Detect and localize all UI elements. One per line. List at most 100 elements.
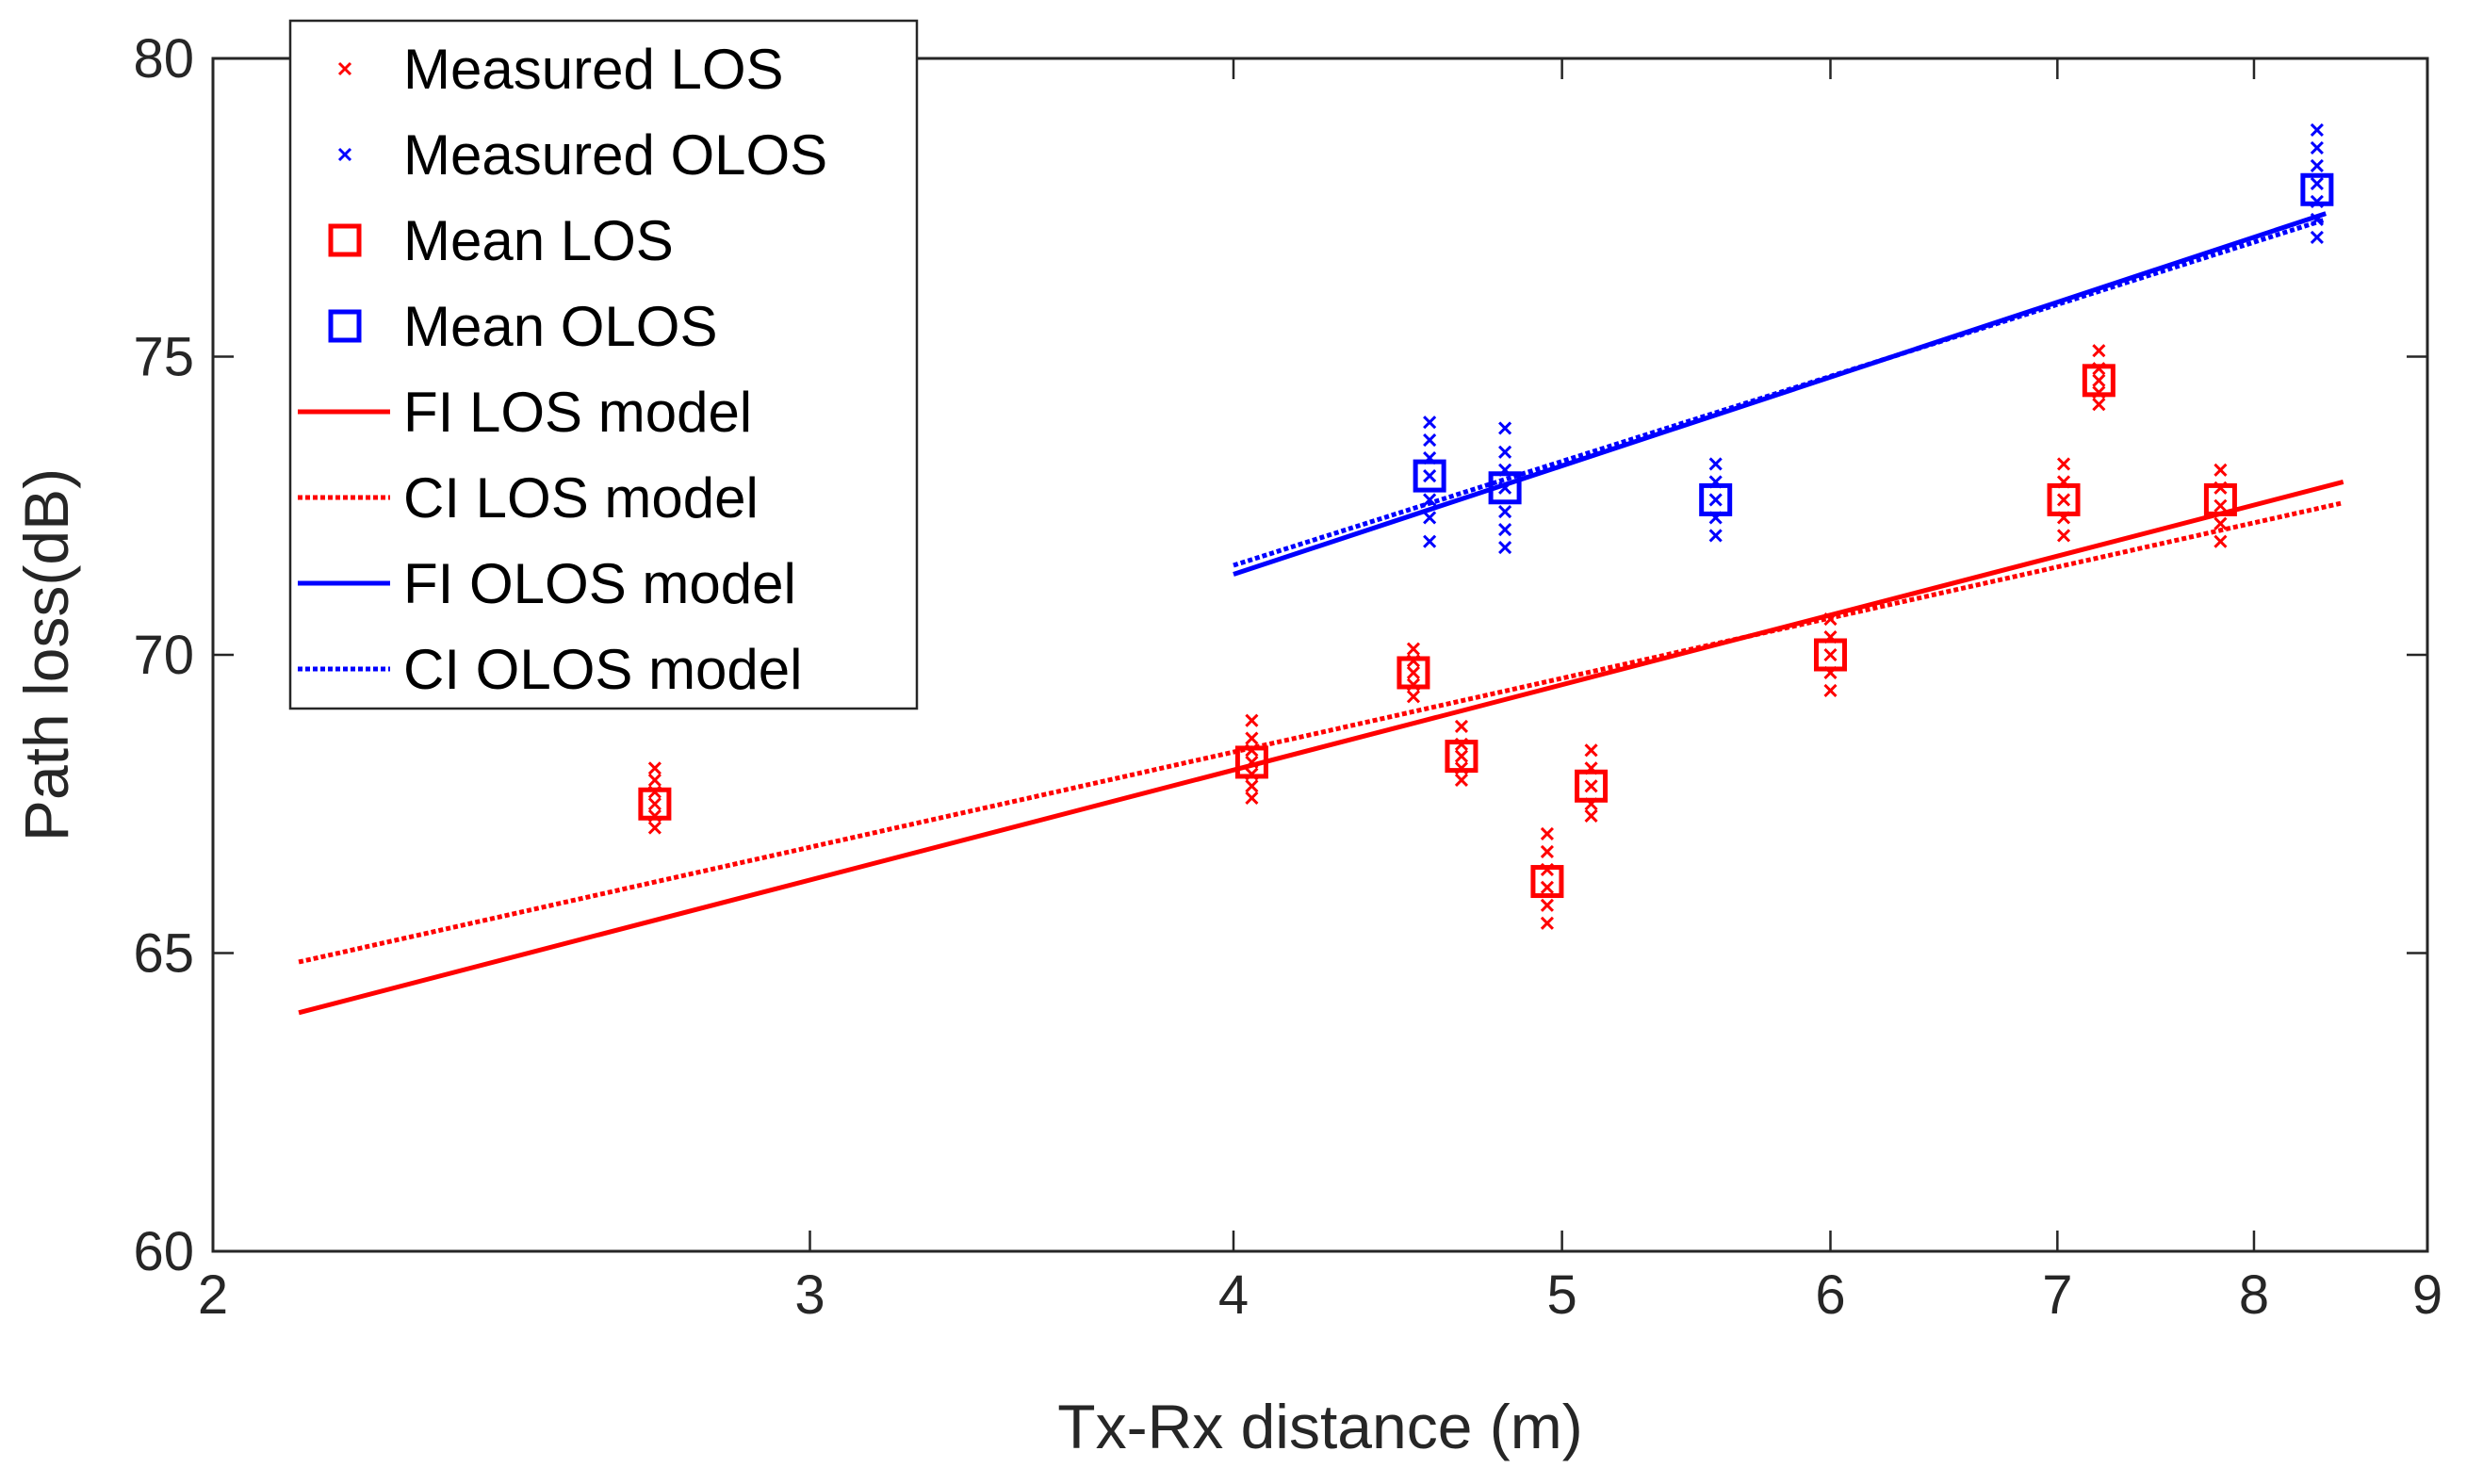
- measured-los-point: [1245, 791, 1259, 805]
- legend-label-ci-los-model: CI LOS model: [403, 466, 759, 530]
- measured-los-point: [1584, 743, 1598, 758]
- y-tick-label: 75: [133, 327, 194, 388]
- measured-los-point: [1245, 779, 1259, 793]
- legend-swatch-mean-olos: [328, 309, 362, 343]
- y-axis-label: Path loss(dB): [11, 468, 81, 841]
- measured-los-point: [1823, 612, 1838, 627]
- measured-olos-point: [2310, 230, 2324, 244]
- legend-label-fi-los-model: FI LOS model: [403, 381, 752, 444]
- measured-los-point: [2213, 516, 2228, 530]
- measured-los-point: [1540, 880, 1554, 894]
- measured-los-point: [1406, 642, 1421, 656]
- measured-olos-point: [1423, 433, 1437, 448]
- measured-los-point: [2092, 398, 2106, 412]
- legend-swatch-measured-olos: [337, 147, 352, 162]
- mean-los-marker: [2203, 482, 2237, 516]
- measured-los-point: [2056, 457, 2071, 471]
- mean-olos-marker: [1488, 471, 1522, 505]
- x-tick-label: 8: [2239, 1264, 2269, 1326]
- mean-olos-marker: [2300, 172, 2334, 206]
- legend-swatch-mean-los: [328, 223, 362, 257]
- mean-los-marker: [1234, 745, 1268, 779]
- mean-olos-marker: [1413, 459, 1446, 493]
- x-tick-label: 7: [2042, 1264, 2072, 1326]
- measured-los-point: [1540, 844, 1554, 858]
- measured-los-point: [2213, 534, 2228, 548]
- measured-olos-point: [1498, 523, 1512, 537]
- measured-olos-point: [1498, 505, 1512, 519]
- x-tick-label: 4: [1218, 1264, 1249, 1326]
- measured-olos-point: [1423, 493, 1437, 507]
- measured-los-point: [647, 773, 662, 787]
- mean-los-marker: [638, 787, 672, 821]
- x-axis-label: Tx-Rx distance (m): [1057, 1392, 1582, 1461]
- measured-los-point: [2092, 373, 2106, 387]
- measured-olos-point: [1423, 416, 1437, 430]
- measured-los-point: [1823, 647, 1838, 662]
- legend-label-mean-olos: Mean OLOS: [403, 295, 718, 358]
- measured-los-point: [2056, 529, 2071, 543]
- y-tick-label: 70: [133, 625, 194, 686]
- measured-los-point: [1454, 749, 1469, 763]
- measured-los-point: [1245, 755, 1259, 770]
- measured-los-point: [2092, 344, 2106, 358]
- measured-olos-point: [2310, 212, 2324, 226]
- model-line-ci-los-model: [298, 500, 2344, 965]
- mean-los-marker: [1397, 656, 1430, 690]
- x-tick-label: 2: [198, 1264, 228, 1326]
- mean-los-marker: [1530, 865, 1564, 899]
- x-tick-label: 3: [794, 1264, 825, 1326]
- model-line-ci-olos-model: [1233, 217, 2327, 568]
- measured-olos-point: [1708, 529, 1723, 543]
- mean-los-marker: [2047, 482, 2081, 516]
- measured-los-point: [1540, 916, 1554, 930]
- mean-olos-marker: [1699, 482, 1733, 516]
- measured-olos-point: [1708, 493, 1723, 507]
- legend-label-measured-los: Measured LOS: [403, 38, 784, 101]
- mean-los-marker: [1445, 740, 1478, 774]
- legend-swatch-measured-los: [337, 61, 352, 76]
- measured-olos-point: [1423, 534, 1437, 548]
- x-tick-label: 6: [1815, 1264, 1845, 1326]
- measured-olos-point: [1498, 540, 1512, 555]
- measured-los-point: [647, 821, 662, 835]
- legend-box: [288, 19, 919, 710]
- measured-olos-point: [1423, 469, 1437, 483]
- measured-olos-point: [1498, 445, 1512, 459]
- legend-label-ci-olos-model: CI OLOS model: [403, 638, 803, 701]
- x-tick-label: 5: [1546, 1264, 1576, 1326]
- measured-olos-point: [2310, 122, 2324, 138]
- measured-los-point: [1584, 779, 1598, 793]
- mean-los-marker: [1575, 769, 1609, 803]
- measured-los-point: [1454, 773, 1469, 787]
- mean-los-marker: [2082, 364, 2115, 398]
- mean-los-marker: [1813, 638, 1847, 672]
- measured-olos-point: [1708, 457, 1723, 471]
- measured-los-point: [1540, 826, 1554, 840]
- measured-olos-point: [1423, 511, 1437, 525]
- measured-olos-point: [2310, 176, 2324, 190]
- measured-los-point: [1454, 719, 1469, 734]
- measured-los-point: [647, 797, 662, 811]
- legend-label-mean-los: Mean LOS: [403, 209, 674, 272]
- measured-los-point: [647, 761, 662, 775]
- measured-los-point: [1823, 683, 1838, 698]
- measured-los-point: [2056, 493, 2071, 507]
- legend-label-measured-olos: Measured OLOS: [403, 123, 827, 187]
- measured-los-point: [2213, 463, 2228, 477]
- measured-los-point: [1245, 731, 1259, 745]
- y-tick-label: 65: [133, 923, 194, 985]
- measured-los-point: [1540, 898, 1554, 912]
- model-line-fi-olos-model: [1233, 211, 2327, 577]
- measured-los-point: [2213, 498, 2228, 513]
- y-tick-label: 60: [133, 1221, 194, 1282]
- measured-olos-point: [2310, 140, 2324, 155]
- legend: Measured LOS Measured OLOS Mean LOS Mean OL…: [288, 19, 919, 710]
- measured-los-point: [1406, 665, 1421, 680]
- legend-label-fi-olos-model: FI OLOS model: [403, 552, 796, 615]
- measured-olos-point: [2310, 158, 2324, 173]
- measured-los-point: [1245, 713, 1259, 727]
- x-tick-label: 9: [2412, 1264, 2442, 1326]
- measured-los-point: [1584, 808, 1598, 823]
- measured-olos-point: [1498, 481, 1512, 495]
